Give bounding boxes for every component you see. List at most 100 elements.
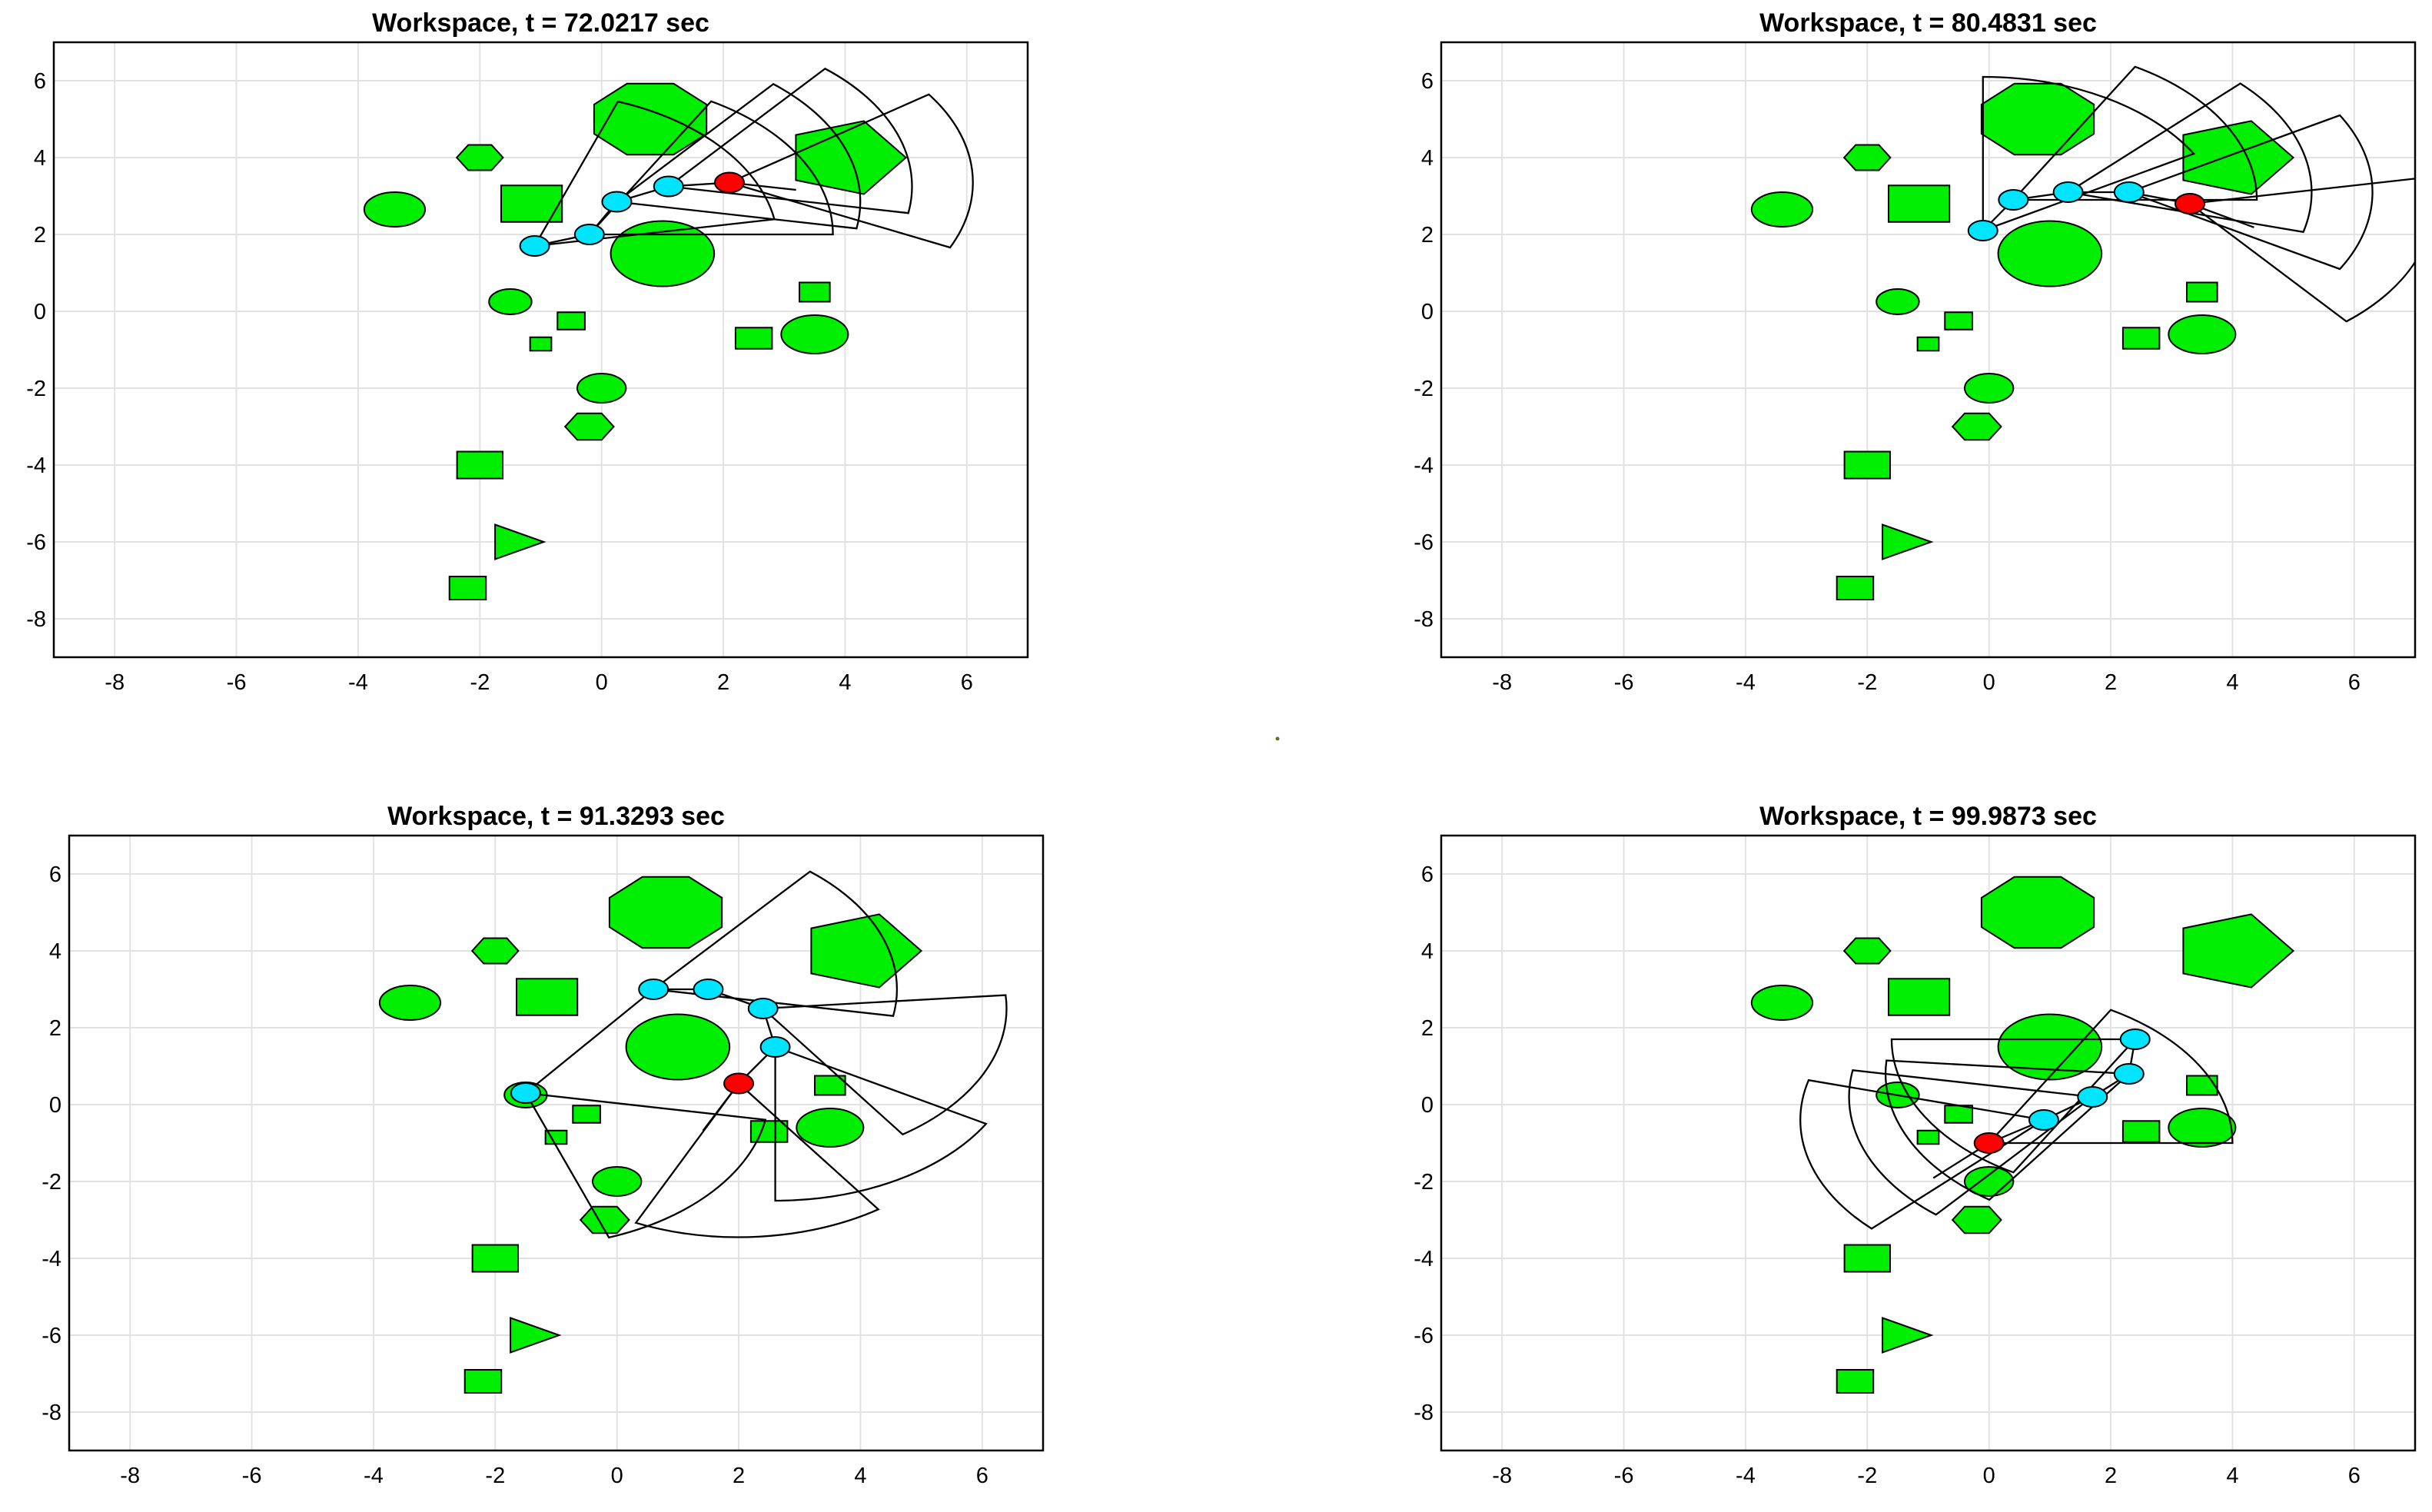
panel-title: Workspace, t = 99.9873 sec bbox=[1759, 802, 2097, 831]
x-tick-label: -8 bbox=[1492, 1464, 1512, 1488]
plot-content bbox=[1750, 65, 2415, 600]
sensor-fov-sector bbox=[726, 93, 974, 249]
x-tick-label: -6 bbox=[242, 1464, 262, 1488]
y-tick-label: 6 bbox=[1421, 69, 1434, 94]
arm-joint bbox=[510, 1082, 541, 1104]
panel-title: Workspace, t = 72.0217 sec bbox=[372, 8, 709, 38]
x-tick-label: 4 bbox=[2226, 670, 2238, 695]
y-tick-label: 6 bbox=[1421, 862, 1434, 887]
y-tick-label: -8 bbox=[1414, 1401, 1434, 1425]
y-tick-label: 0 bbox=[1421, 1093, 1434, 1118]
x-tick-label: 0 bbox=[596, 670, 608, 695]
ellipse-obstacle bbox=[796, 1108, 865, 1148]
sensor-fov-sector bbox=[774, 1045, 988, 1202]
rect-obstacle bbox=[1944, 311, 1973, 331]
sensor-fov-sector bbox=[523, 1092, 767, 1239]
rect-obstacle bbox=[1916, 336, 1940, 352]
polygon-obstacle bbox=[1842, 937, 1892, 965]
plot-content bbox=[1750, 876, 2295, 1394]
polygon-obstacle bbox=[1842, 144, 1892, 171]
ellipse-obstacle bbox=[625, 1013, 731, 1081]
y-tick-label: 4 bbox=[49, 939, 61, 964]
ellipse-obstacle bbox=[1964, 373, 2015, 404]
y-tick-label: 0 bbox=[34, 300, 46, 324]
x-tick-label: 2 bbox=[2105, 670, 2117, 695]
polygon-obstacle bbox=[1951, 412, 2002, 441]
rect-obstacle bbox=[1843, 450, 1892, 480]
sensor-fov-sector bbox=[634, 1082, 880, 1238]
arm-joint bbox=[759, 1036, 791, 1058]
ellipse-obstacle bbox=[1875, 288, 1920, 315]
rect-obstacle bbox=[471, 1244, 520, 1273]
axes-frame bbox=[1440, 834, 2417, 1452]
axes-frame bbox=[52, 41, 1029, 659]
y-tick-label: 2 bbox=[49, 1016, 61, 1041]
x-tick-label: 6 bbox=[2348, 670, 2361, 695]
sensor-fov-sector bbox=[651, 870, 899, 1017]
sensor-fov-sector bbox=[1799, 1078, 2047, 1230]
triangle-obstacle bbox=[494, 523, 547, 560]
y-tick-label: -8 bbox=[42, 1401, 61, 1425]
ellipse-obstacle bbox=[780, 314, 849, 354]
ellipse-obstacle bbox=[2168, 1108, 2237, 1148]
rect-obstacle bbox=[557, 311, 586, 331]
end-effector-joint bbox=[713, 171, 745, 194]
rect-obstacle bbox=[529, 336, 553, 352]
ellipse-obstacle bbox=[378, 985, 442, 1021]
sensor-fov-sector bbox=[1982, 75, 2196, 232]
x-tick-label: -4 bbox=[1736, 670, 1756, 695]
x-tick-label: -8 bbox=[105, 670, 125, 695]
plot-content bbox=[378, 870, 1008, 1394]
rect-obstacle bbox=[516, 978, 579, 1016]
x-tick-label: 2 bbox=[717, 670, 729, 695]
polygon-obstacle bbox=[1980, 82, 2095, 156]
y-tick-label: 2 bbox=[1421, 1016, 1434, 1041]
arm-joint bbox=[2028, 1109, 2059, 1131]
x-tick-label: -4 bbox=[1736, 1464, 1756, 1488]
rect-obstacle bbox=[500, 184, 563, 223]
axes-frame bbox=[1440, 41, 2417, 659]
y-tick-label: -6 bbox=[1414, 530, 1434, 555]
arm-joint bbox=[2119, 1028, 2151, 1050]
rect-obstacle bbox=[1888, 184, 1951, 223]
sensor-fov-sector bbox=[1987, 1009, 2234, 1145]
arm-joint bbox=[747, 998, 779, 1019]
triangle-obstacle bbox=[1882, 1317, 1934, 1354]
arm-joint bbox=[2052, 181, 2084, 203]
rect-obstacle bbox=[2186, 1075, 2218, 1096]
x-tick-label: 2 bbox=[2105, 1464, 2117, 1488]
y-tick-label: -2 bbox=[26, 377, 46, 401]
sensor-fov-sector bbox=[1890, 1038, 2138, 1174]
arm-joint bbox=[601, 191, 633, 213]
rect-obstacle bbox=[1843, 1244, 1892, 1273]
workspace-panel-1: Workspace, t = 72.0217 sec -8 -6 -4 -2 0 2 4 6 6 4… bbox=[26, 8, 1029, 695]
x-tick-label: 0 bbox=[1983, 1464, 1995, 1488]
arm-joint bbox=[2113, 1063, 2145, 1085]
x-tick-label: 4 bbox=[854, 1464, 866, 1488]
x-tick-label: -4 bbox=[348, 670, 368, 695]
rect-obstacle bbox=[799, 281, 831, 303]
rect-obstacle bbox=[1836, 576, 1875, 600]
arm-joint bbox=[1998, 189, 2029, 211]
polygon-obstacle bbox=[1980, 876, 2095, 949]
polygon-obstacle bbox=[470, 937, 520, 965]
polygon-obstacle bbox=[608, 876, 723, 949]
ellipse-obstacle bbox=[1750, 985, 1814, 1021]
y-tick-label: 2 bbox=[34, 223, 46, 248]
arm-joint bbox=[2113, 181, 2145, 203]
rect-obstacle bbox=[749, 1120, 789, 1143]
x-tick-label: 0 bbox=[1983, 670, 1995, 695]
y-tick-label: -8 bbox=[26, 607, 46, 632]
y-tick-label: -2 bbox=[1414, 377, 1434, 401]
x-tick-label: 4 bbox=[2226, 1464, 2238, 1488]
y-tick-label: -4 bbox=[1414, 1247, 1434, 1271]
rect-obstacle bbox=[448, 576, 487, 600]
sensor-fov-sector bbox=[2187, 178, 2415, 323]
triangle-obstacle bbox=[510, 1317, 562, 1354]
x-tick-label: -8 bbox=[1492, 670, 1512, 695]
workspace-panel-3: Workspace, t = 91.3293 sec -8 -6 -4 -2 0 2 4 6 6 4… bbox=[42, 802, 1045, 1488]
sensor-fov-sector bbox=[2065, 82, 2313, 234]
y-tick-label: 0 bbox=[1421, 300, 1434, 324]
y-tick-label: 6 bbox=[49, 862, 61, 887]
